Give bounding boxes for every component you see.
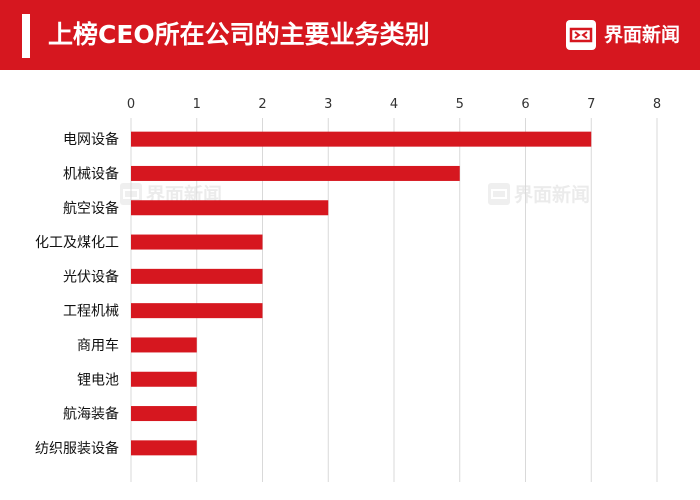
- bar: [131, 268, 263, 284]
- x-tick-label: 1: [193, 97, 201, 112]
- bar: [131, 131, 592, 147]
- header-bar: 上榜CEO所在公司的主要业务类别 界面新闻: [0, 0, 700, 70]
- x-tick-label: 2: [258, 97, 266, 112]
- x-tick-label: 0: [127, 97, 135, 112]
- category-label: 机械设备: [63, 165, 119, 182]
- bar: [131, 371, 197, 387]
- category-label: 商用车: [77, 337, 119, 354]
- bar: [131, 440, 197, 456]
- bar: [131, 234, 263, 250]
- x-tick-label: 3: [324, 97, 332, 112]
- category-label: 光伏设备: [63, 268, 119, 285]
- brand: 界面新闻: [565, 20, 680, 50]
- category-label: 航空设备: [63, 200, 119, 217]
- x-tick-label: 5: [456, 97, 464, 112]
- category-label: 纺织服装设备: [35, 440, 119, 457]
- header-accent-bar: [22, 14, 30, 58]
- category-label: 航海装备: [63, 406, 119, 423]
- jiemian-logo-icon: [565, 20, 596, 50]
- category-label: 锂电池: [77, 372, 119, 388]
- category-label: 化工及煤化工: [35, 235, 119, 251]
- x-tick-label: 8: [653, 97, 661, 112]
- x-tick-label: 4: [390, 97, 398, 112]
- x-tick-label: 7: [587, 97, 595, 112]
- page-title: 上榜CEO所在公司的主要业务类别: [48, 20, 430, 49]
- x-tick-label: 6: [521, 97, 529, 112]
- bar: [131, 200, 329, 216]
- bar: [131, 165, 460, 181]
- bar: [131, 337, 197, 353]
- bar: [131, 303, 263, 319]
- category-label: 电网设备: [63, 131, 119, 148]
- bar: [131, 406, 197, 422]
- brand-name: 界面新闻: [603, 24, 680, 46]
- category-label: 工程机械: [63, 304, 119, 320]
